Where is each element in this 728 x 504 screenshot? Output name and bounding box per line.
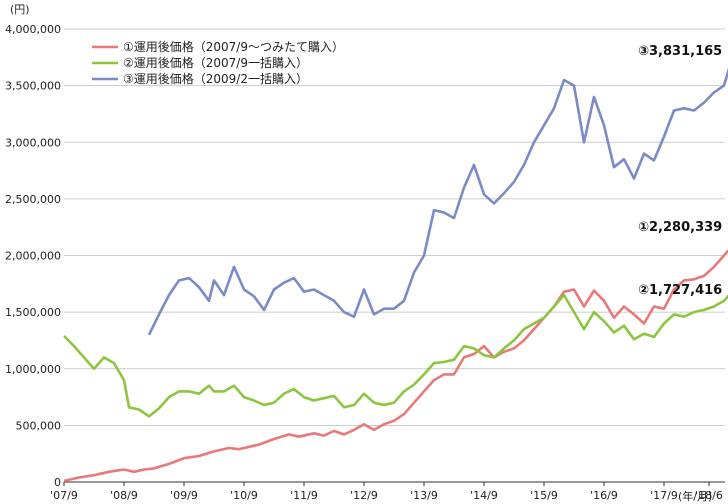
y-tick-labels: 0 500,000 1,000,000 1,500,000 2,000,000 2,500…: [5, 23, 61, 489]
y-tick-label: 500,000: [16, 419, 62, 432]
end-label-3: ③3,831,165: [638, 44, 722, 59]
x-tick-label: '11/9: [290, 489, 318, 502]
x-tick-label: '12/9: [350, 489, 378, 502]
series-line-2: [63, 293, 728, 418]
x-tick-label: '09/9: [170, 489, 198, 502]
x-tick-labels: '07/9 '08/9 '09/9 '10/9 '11/9 '12/9 '13/9 '14/9…: [50, 482, 723, 502]
series-lines: [63, 67, 728, 483]
y-tick-label: 1,500,000: [5, 306, 61, 319]
legend-label-1: ①運用後価格（2007/9〜つみたて購入）: [123, 39, 344, 54]
end-labels: ①2,280,339 ②1,727,416 ③3,831,165: [638, 44, 722, 298]
x-tick-label: '15/9: [530, 489, 558, 502]
y-tick-label: 2,000,000: [5, 250, 61, 263]
series-line-3: [147, 67, 728, 336]
y-tick-label: 2,500,000: [5, 193, 61, 206]
x-tick-label: '14/9: [470, 489, 498, 502]
y-tick-label: 1,000,000: [5, 363, 61, 376]
x-tick-label: '07/9: [50, 489, 78, 502]
legend-label-3: ③運用後価格（2009/2一括購入）: [123, 71, 308, 86]
x-tick-label: '18/6: [695, 489, 723, 502]
series-line-1: [63, 249, 728, 483]
end-label-1: ①2,280,339: [638, 220, 722, 235]
legend: ①運用後価格（2007/9〜つみたて購入）②運用後価格（2007/9一括購入）③…: [92, 39, 344, 86]
x-tick-label: '13/9: [410, 489, 438, 502]
y-unit-label: (円): [10, 3, 30, 16]
y-tick-label: 4,000,000: [5, 23, 61, 36]
x-tick-label: '17/9: [650, 489, 678, 502]
y-tick-label: 0: [54, 476, 61, 489]
end-label-2: ②1,727,416: [638, 283, 722, 298]
y-tick-label: 3,000,000: [5, 136, 61, 149]
x-tick-label: '08/9: [110, 489, 138, 502]
legend-label-2: ②運用後価格（2007/9一括購入）: [123, 55, 308, 70]
y-grid: [64, 28, 725, 483]
x-tick-label: '10/9: [230, 489, 258, 502]
x-unit-label: (年/月): [678, 489, 712, 503]
y-tick-label: 3,500,000: [5, 80, 61, 93]
x-tick-label: '16/9: [590, 489, 618, 502]
